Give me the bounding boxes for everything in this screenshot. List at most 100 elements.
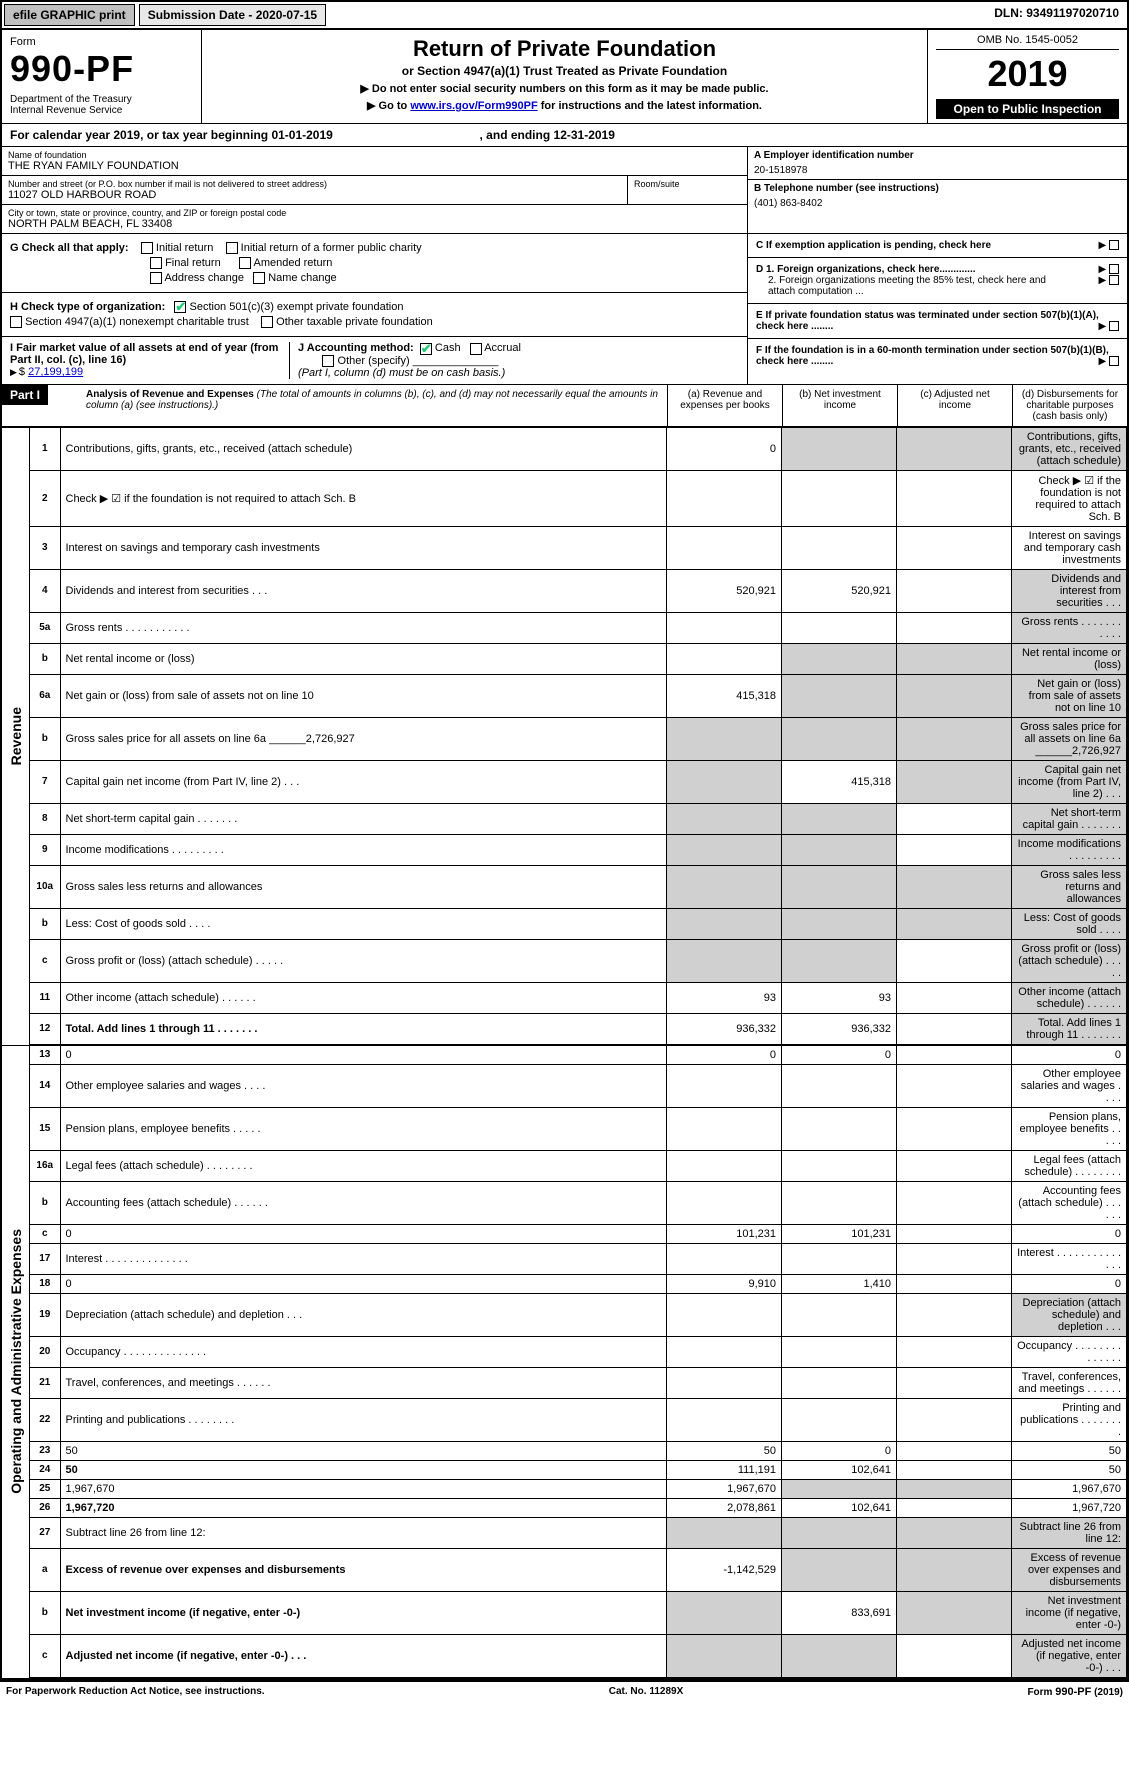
city-label: City or town, state or province, country… xyxy=(8,208,741,218)
amt-d: Other employee salaries and wages . . . … xyxy=(1012,1064,1127,1107)
amt-b xyxy=(782,1634,897,1677)
row-desc: 0 xyxy=(60,1274,667,1293)
amt-c xyxy=(897,612,1012,643)
cb-501c3[interactable] xyxy=(174,301,186,313)
cb-initial-former[interactable] xyxy=(226,242,238,254)
g2: Initial return of a former public charit… xyxy=(241,242,422,254)
revenue-table: 1Contributions, gifts, grants, etc., rec… xyxy=(30,428,1127,1045)
table-row: 1809,9101,4100 xyxy=(30,1274,1127,1293)
row-number: 18 xyxy=(30,1274,60,1293)
info-left: Name of foundation THE RYAN FAMILY FOUND… xyxy=(2,147,747,233)
e-flag: E If private foundation status was termi… xyxy=(748,304,1127,339)
row-number: 3 xyxy=(30,526,60,569)
ein-value: 20-1518978 xyxy=(754,165,1121,176)
amt-c xyxy=(897,1293,1012,1336)
cb-other-taxable[interactable] xyxy=(261,316,273,328)
amt-b: 93 xyxy=(782,982,897,1013)
row-number: 8 xyxy=(30,803,60,834)
amt-b xyxy=(782,1107,897,1150)
amt-b xyxy=(782,1548,897,1591)
cb-amended[interactable] xyxy=(239,257,251,269)
row-desc: Legal fees (attach schedule) . . . . . .… xyxy=(60,1150,667,1181)
addr-row: Number and street (or P.O. box number if… xyxy=(2,176,747,205)
amt-d: 50 xyxy=(1012,1460,1127,1479)
amt-a xyxy=(667,803,782,834)
cb-d1[interactable] xyxy=(1109,264,1119,274)
row-number: 25 xyxy=(30,1479,60,1498)
table-row: 1Contributions, gifts, grants, etc., rec… xyxy=(30,428,1127,471)
efile-button[interactable]: efile GRAPHIC print xyxy=(4,4,135,26)
header-center: Return of Private Foundation or Section … xyxy=(202,30,927,123)
row-desc: Net short-term capital gain . . . . . . … xyxy=(60,803,667,834)
amt-c xyxy=(897,1498,1012,1517)
cb-name-change[interactable] xyxy=(253,272,265,284)
table-row: 11 Other income (attach schedule) . . . .… xyxy=(30,982,1127,1013)
header-right: OMB No. 1545-0052 2019 Open to Public In… xyxy=(927,30,1127,123)
amt-d: Other income (attach schedule) . . . . .… xyxy=(1012,982,1127,1013)
amt-c xyxy=(897,803,1012,834)
row-desc: Depreciation (attach schedule) and deple… xyxy=(60,1293,667,1336)
cb-cash[interactable] xyxy=(420,343,432,355)
h-checks: H Check type of organization: Section 50… xyxy=(2,293,747,337)
g1: Initial return xyxy=(156,242,213,254)
amt-d: Contributions, gifts, grants, etc., rece… xyxy=(1012,428,1127,471)
amt-a xyxy=(667,760,782,803)
omb-number: OMB No. 1545-0052 xyxy=(936,34,1119,50)
amt-a: 101,231 xyxy=(667,1224,782,1243)
h1: Section 501(c)(3) exempt private foundat… xyxy=(189,301,403,313)
amt-b xyxy=(782,908,897,939)
row-number: 11 xyxy=(30,982,60,1013)
col-a: (a) Revenue and expenses per books xyxy=(667,385,782,426)
j-label: J Accounting method: xyxy=(298,342,414,354)
row-number: 4 xyxy=(30,569,60,612)
table-row: 3Interest on savings and temporary cash … xyxy=(30,526,1127,569)
g6: Name change xyxy=(268,272,337,284)
amt-d: Gross rents . . . . . . . . . . . xyxy=(1012,612,1127,643)
checks-left: G Check all that apply: Initial return I… xyxy=(2,234,747,384)
table-row: 9Income modifications . . . . . . . . .I… xyxy=(30,834,1127,865)
cb-final-return[interactable] xyxy=(150,257,162,269)
top-bar: efile GRAPHIC print Submission Date - 20… xyxy=(2,2,1127,30)
amt-a: -1,142,529 xyxy=(667,1548,782,1591)
cb-address-change[interactable] xyxy=(150,272,162,284)
row-desc: Gross sales price for all assets on line… xyxy=(60,717,667,760)
amt-c xyxy=(897,1517,1012,1548)
cb-f[interactable] xyxy=(1109,356,1119,366)
cb-d2[interactable] xyxy=(1109,275,1119,285)
cb-initial-return[interactable] xyxy=(141,242,153,254)
amt-a: 9,910 xyxy=(667,1274,782,1293)
row-desc: Subtract line 26 from line 12: xyxy=(60,1517,667,1548)
cb-4947[interactable] xyxy=(10,316,22,328)
part1-left: Part I Analysis of Revenue and Expenses … xyxy=(2,385,667,426)
table-row: 20Occupancy . . . . . . . . . . . . . .O… xyxy=(30,1336,1127,1367)
row-desc: Interest on savings and temporary cash i… xyxy=(60,526,667,569)
cb-c[interactable] xyxy=(1109,240,1119,250)
foundation-city: NORTH PALM BEACH, FL 33408 xyxy=(8,218,741,230)
irs-link[interactable]: www.irs.gov/Form990PF xyxy=(410,100,537,112)
amt-a xyxy=(667,1243,782,1274)
cb-other-method[interactable] xyxy=(322,355,334,367)
amt-b xyxy=(782,834,897,865)
table-row: 251,967,6701,967,6701,967,670 xyxy=(30,1479,1127,1498)
cb-accrual[interactable] xyxy=(470,343,482,355)
col-b: (b) Net investment income xyxy=(782,385,897,426)
open-to-public: Open to Public Inspection xyxy=(936,99,1119,119)
amt-b: 415,318 xyxy=(782,760,897,803)
table-row: bNet investment income (if negative, ent… xyxy=(30,1591,1127,1634)
cb-e[interactable] xyxy=(1109,321,1119,331)
col-d: (d) Disbursements for charitable purpose… xyxy=(1012,385,1127,426)
i-value[interactable]: 27,199,199 xyxy=(28,366,83,378)
j3: Other (specify) xyxy=(338,355,410,367)
row-desc: Excess of revenue over expenses and disb… xyxy=(60,1548,667,1591)
row-desc: Check ▶ ☑ if the foundation is not requi… xyxy=(60,470,667,526)
table-row: bAccounting fees (attach schedule) . . .… xyxy=(30,1181,1127,1224)
amt-b: 101,231 xyxy=(782,1224,897,1243)
amt-a xyxy=(667,526,782,569)
table-row: 5aGross rents . . . . . . . . . . .Gross… xyxy=(30,612,1127,643)
amt-b xyxy=(782,865,897,908)
row-number: 7 xyxy=(30,760,60,803)
row-desc: Capital gain net income (from Part IV, l… xyxy=(60,760,667,803)
row-desc: Gross rents . . . . . . . . . . . xyxy=(60,612,667,643)
c-flag: C If exemption application is pending, c… xyxy=(748,234,1127,258)
table-row: 8Net short-term capital gain . . . . . .… xyxy=(30,803,1127,834)
